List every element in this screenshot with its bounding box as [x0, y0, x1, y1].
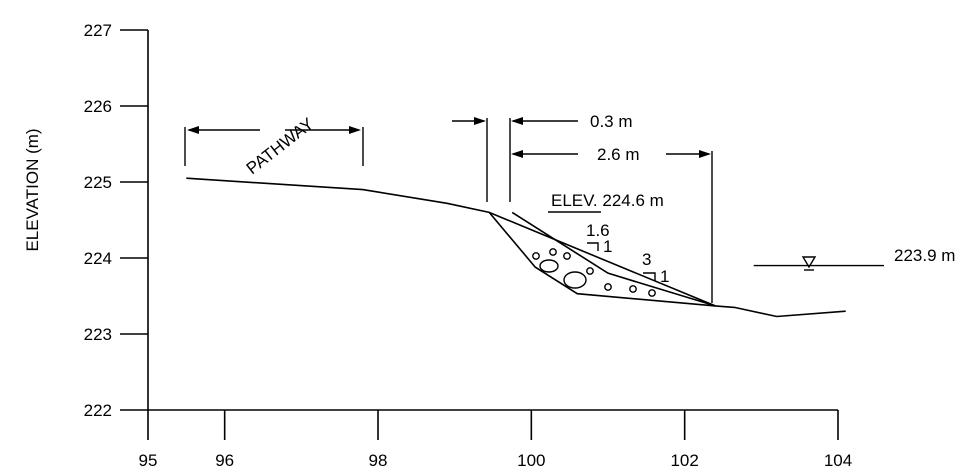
water-level-symbol — [801, 256, 817, 271]
elevation-label-value: . 224.6 m — [593, 191, 664, 210]
stone — [629, 285, 637, 293]
stone — [604, 283, 612, 291]
stone — [586, 267, 594, 275]
slope-lower-symbol — [643, 272, 656, 281]
y-tick-label: 226 — [84, 97, 112, 116]
pathway-dimension — [184, 126, 364, 166]
top-width-dimension — [452, 117, 578, 202]
slope-upper-rise: 1 — [603, 237, 612, 256]
y-tick-label: 223 — [84, 325, 112, 344]
stone — [563, 252, 571, 260]
x-tick-label: 98 — [369, 451, 388, 470]
y-tick-label: 227 — [84, 21, 112, 40]
base-width-label: 2.6 m — [597, 145, 640, 164]
x-tick-label: 104 — [824, 451, 852, 470]
x-tick-label: 100 — [517, 451, 545, 470]
stone — [549, 248, 557, 256]
x-tick-label: 102 — [670, 451, 698, 470]
slope-lower-run: 3 — [642, 250, 651, 269]
y-tick-label: 225 — [84, 173, 112, 192]
y-ticks: 222 223 224 225 226 227 — [84, 21, 148, 420]
x-tick-label: 95 — [139, 451, 158, 470]
riprap-stones — [532, 248, 656, 297]
riprap-outline — [488, 211, 716, 307]
stone — [563, 271, 587, 289]
pathway-label: PATHWAY — [243, 114, 317, 178]
water-level-label: 223.9 m — [894, 246, 955, 265]
y-axis-label: ELEVATION (m) — [23, 128, 42, 251]
base-width-dimension — [511, 150, 713, 303]
y-tick-label: 224 — [84, 249, 112, 268]
ground-profile-line — [186, 177, 846, 318]
elevation-label-prefix: ELEV — [551, 191, 595, 210]
top-width-label: 0.3 m — [590, 112, 633, 131]
x-tick-label: 96 — [215, 451, 234, 470]
slope-upper-symbol — [587, 242, 599, 251]
slope-upper-run: 1.6 — [586, 221, 610, 240]
slope-lower-rise: 1 — [660, 267, 669, 286]
stone — [648, 289, 656, 297]
stone — [539, 259, 559, 273]
elevation-label: ELEV. 224.6 m — [551, 191, 664, 210]
stone — [532, 252, 540, 260]
y-tick-label: 222 — [84, 401, 112, 420]
x-ticks: 95 96 98 100 102 104 — [139, 410, 852, 470]
